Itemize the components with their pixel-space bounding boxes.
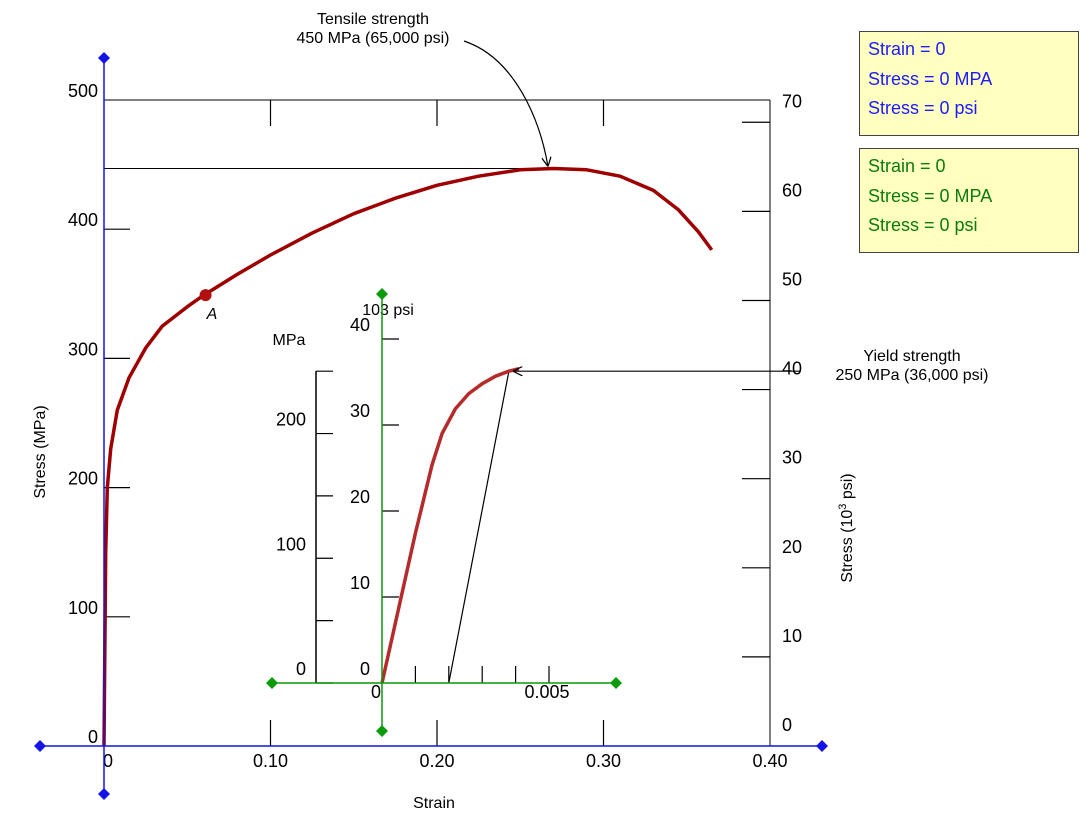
blue-stress-psi-readout: Stress = 0 psi bbox=[868, 98, 978, 118]
main-y-tick-label-ksi: 30 bbox=[782, 448, 802, 468]
inset-x-tick-label: 0.005 bbox=[524, 682, 569, 702]
main-y-tick-label-ksi: 50 bbox=[782, 269, 802, 289]
tensile-strength-arrow bbox=[463, 40, 548, 167]
main-x-tick-label: 0.40 bbox=[752, 751, 787, 771]
main-y-tick-label-ksi: 40 bbox=[782, 359, 802, 379]
inset-ksi-tick-label: 10 bbox=[350, 573, 370, 593]
inset-axis-drag-handle[interactable] bbox=[610, 677, 622, 689]
main-x-axis-label: Strain bbox=[413, 795, 455, 812]
annotations: Tensile strength 450 MPa (65,000 psi) Yiel… bbox=[297, 11, 989, 384]
main-axis-drag-handle[interactable] bbox=[816, 740, 828, 752]
inset-ksi-tick-label: 0 bbox=[360, 659, 370, 679]
green-stress-psi-readout: Stress = 0 psi bbox=[868, 215, 978, 235]
blue-readout-box: Strain = 0 Stress = 0 MPA Stress = 0 psi bbox=[859, 31, 1079, 136]
main-y-axis-label-right: Stress (103 psi) bbox=[837, 473, 856, 582]
main-axis-drag-handle[interactable] bbox=[98, 52, 110, 64]
inset-mpa-tick-label: 200 bbox=[276, 410, 306, 430]
inset-mpa-axis-label: MPa bbox=[273, 332, 306, 349]
main-y-tick-label-mpa: 400 bbox=[68, 210, 98, 230]
inset-ksi-tick-label: 20 bbox=[350, 487, 370, 507]
tensile-strength-value: 450 MPa (65,000 psi) bbox=[297, 30, 450, 47]
blue-strain-readout: Strain = 0 bbox=[868, 39, 946, 59]
main-axis-drag-handle[interactable] bbox=[98, 788, 110, 800]
main-y-tick-label-ksi: 60 bbox=[782, 180, 802, 200]
main-y-tick-label-mpa: 0 bbox=[88, 727, 98, 747]
inset-mpa-tick-label: 100 bbox=[276, 534, 306, 554]
main-y-tick-label-ksi: 70 bbox=[782, 91, 802, 111]
point-a-marker bbox=[199, 289, 212, 302]
green-strain-readout: Strain = 0 bbox=[868, 156, 946, 176]
green-stress-mpa-readout: Stress = 0 MPA bbox=[868, 185, 993, 206]
main-y-tick-label-mpa: 200 bbox=[68, 469, 98, 489]
inset-ksi-axis-label: 103 psi bbox=[362, 302, 414, 319]
main-y-tick-label-ksi: 10 bbox=[782, 626, 802, 646]
main-y-tick-label-mpa: 100 bbox=[68, 598, 98, 618]
main-stress-strain-curve bbox=[102, 166, 714, 747]
main-plot: 0 0.10 0.20 0.30 0.4001002003004005000102030… bbox=[32, 58, 856, 812]
inset-ksi-tick-label: 30 bbox=[350, 401, 370, 421]
inset-x-tick-label: 0 bbox=[371, 682, 381, 702]
tensile-strength-label: Tensile strength bbox=[317, 11, 429, 28]
main-x-tick-label: 0 bbox=[103, 751, 113, 771]
inset-mpa-tick-label: 0 bbox=[296, 659, 306, 679]
point-a-label: A bbox=[206, 306, 218, 323]
blue-stress-mpa-readout: Stress = 0 MPA bbox=[868, 68, 993, 89]
main-x-tick-label: 0.30 bbox=[586, 751, 621, 771]
main-y-tick-label-ksi: 20 bbox=[782, 537, 802, 557]
main-y-tick-label-mpa: 500 bbox=[68, 81, 98, 101]
inset-axis-drag-handle[interactable] bbox=[376, 725, 388, 737]
main-y-tick-label-ksi: 0 bbox=[782, 715, 792, 735]
yield-strength-label: Yield strength bbox=[863, 348, 960, 365]
inset-axis-drag-handle[interactable] bbox=[376, 288, 388, 300]
main-y-axis-label-left: Stress (MPa) bbox=[32, 405, 49, 498]
inset-axis-drag-handle[interactable] bbox=[266, 677, 278, 689]
inset-ksi-tick-label: 40 bbox=[350, 315, 370, 335]
main-x-tick-label: 0.20 bbox=[419, 751, 454, 771]
main-x-tick-label: 0.10 bbox=[253, 751, 288, 771]
main-axis-drag-handle[interactable] bbox=[34, 740, 46, 752]
yield-strength-value: 250 MPa (36,000 psi) bbox=[836, 367, 989, 384]
axis-handles bbox=[34, 52, 828, 800]
inset-offset-line bbox=[448, 371, 510, 684]
main-y-tick-label-mpa: 300 bbox=[68, 339, 98, 359]
inset-stress-strain-curve bbox=[380, 367, 520, 684]
green-readout-box: Strain = 0 Stress = 0 MPA Stress = 0 psi bbox=[859, 148, 1079, 253]
